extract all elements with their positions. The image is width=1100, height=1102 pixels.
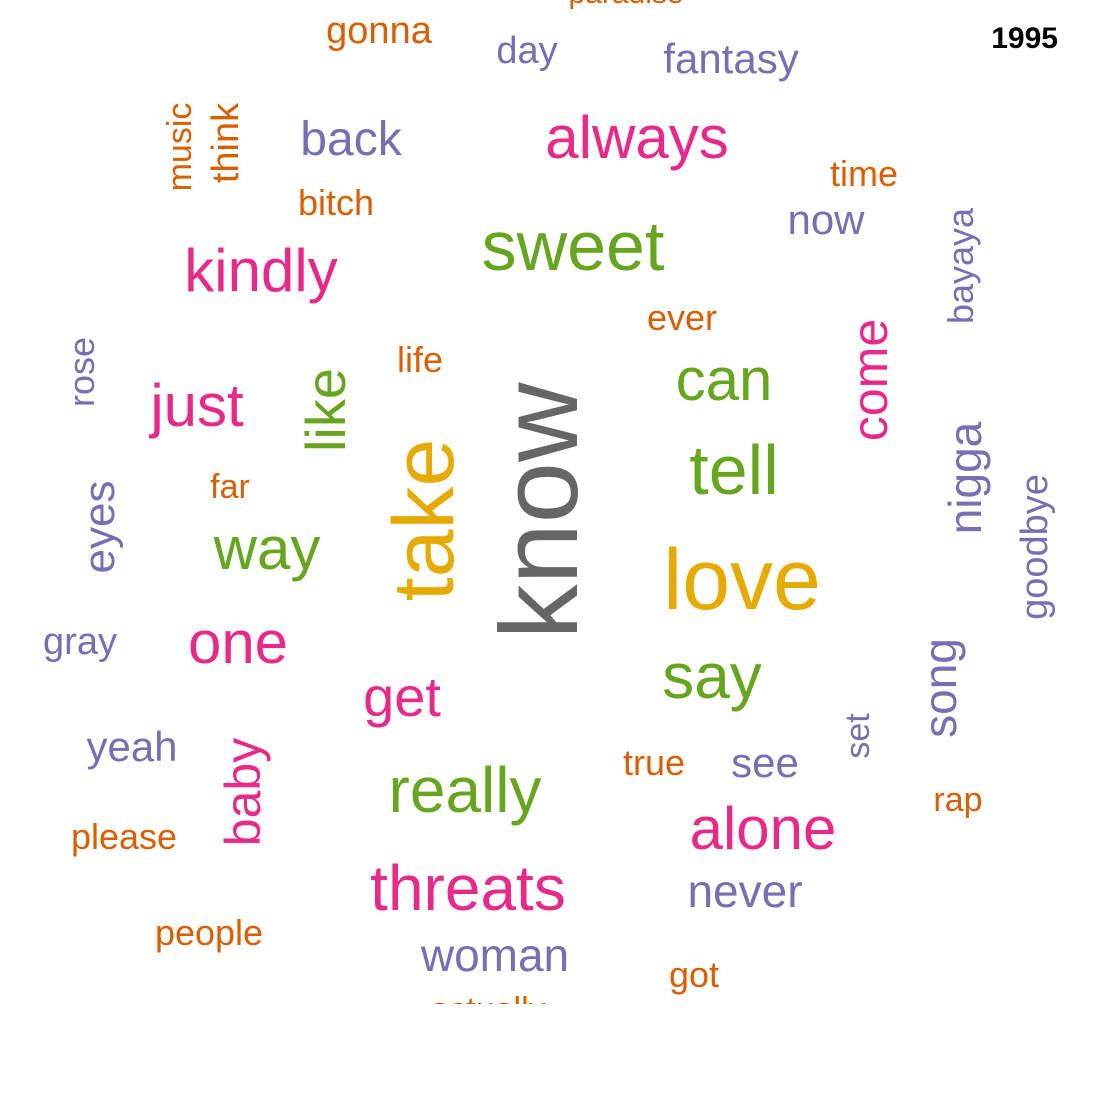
word-bitch: bitch (297, 182, 375, 223)
word-like: like (294, 367, 357, 453)
word-actually: actually (430, 993, 545, 1004)
word-never: never (687, 865, 803, 917)
word-ever: ever (646, 297, 718, 338)
word-just: just (150, 372, 244, 439)
word-see: see (731, 739, 799, 786)
word-way: way (213, 515, 321, 582)
word-gonna: gonna (326, 10, 432, 52)
word-life: life (396, 339, 444, 380)
word-nigga: nigga (939, 421, 991, 535)
word-back: back (300, 113, 402, 166)
word-get: get (363, 665, 441, 728)
word-alone: alone (689, 795, 837, 862)
word-kindly: kindly (184, 237, 338, 304)
word-can: can (675, 346, 773, 413)
word-really: really (388, 754, 542, 826)
word-take: take (376, 438, 472, 602)
word-now: now (787, 196, 865, 243)
word-know: know (478, 382, 601, 640)
word-please: please (70, 816, 178, 857)
word-baby: baby (215, 737, 271, 847)
word-eyes: eyes (75, 480, 124, 574)
word-music: music (161, 102, 199, 192)
year-label: 1995 (991, 22, 1058, 55)
word-think: think (205, 102, 247, 184)
word-gray: gray (43, 621, 117, 663)
word-bayaya: bayaya (940, 207, 981, 325)
word-goodbye: goodbye (1014, 474, 1056, 620)
word-got: got (668, 954, 720, 995)
word-woman: woman (420, 929, 570, 981)
word-rose: rose (61, 336, 102, 408)
word-people: people (154, 912, 264, 953)
word-one: one (187, 609, 289, 676)
word-come: come (842, 318, 898, 442)
word-far: far (210, 468, 250, 506)
word-time: time (829, 153, 899, 194)
word-sweet: sweet (481, 207, 665, 285)
word-love: love (663, 532, 821, 628)
word-yeah: yeah (86, 723, 178, 770)
word-tell: tell (689, 431, 779, 509)
word-song: song (914, 638, 966, 738)
word-threats: threats (370, 852, 566, 924)
word-true: true (622, 742, 686, 783)
word-paradise: paradise (568, 0, 683, 9)
word-say: say (662, 640, 762, 712)
word-rap: rap (933, 781, 983, 819)
word-set: set (839, 713, 877, 759)
word-always: always (545, 104, 729, 171)
word-day: day (496, 30, 558, 72)
word-fantasy: fantasy (663, 35, 799, 82)
